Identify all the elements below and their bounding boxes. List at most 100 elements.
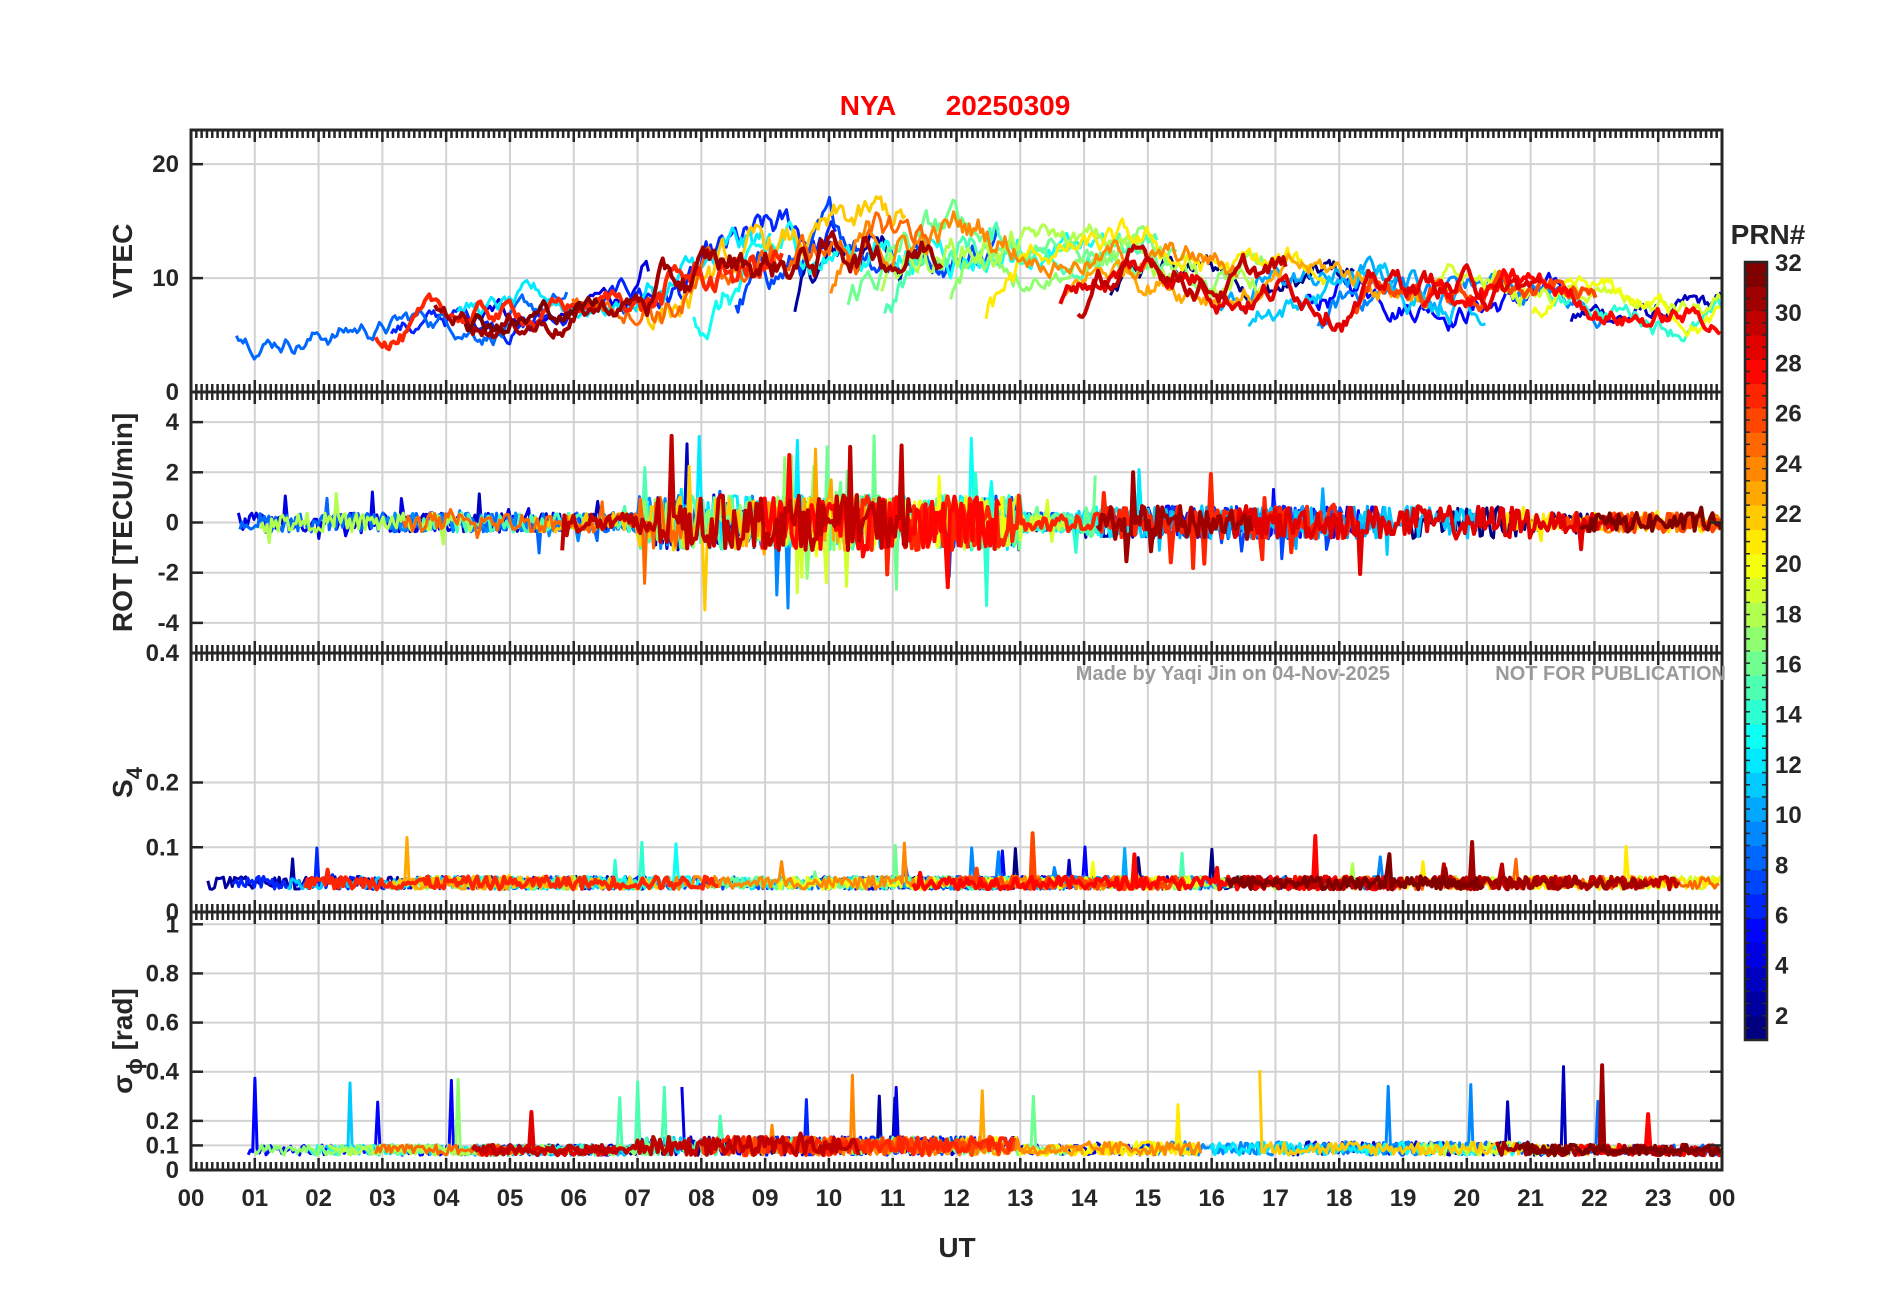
colorbar-segment (1745, 845, 1767, 871)
x-tick-label: 14 (1071, 1185, 1098, 1212)
colorbar-segment (1745, 894, 1767, 919)
panel-vtec-y-axis-label: VTEC (107, 224, 138, 299)
x-tick-label: 13 (1007, 1185, 1034, 1212)
series-prn-29-rot (1228, 504, 1635, 576)
chart-title-station: NYA (840, 90, 897, 121)
x-tick-label: 10 (816, 1185, 843, 1212)
panel-vtec-y-tick-label: 20 (152, 151, 179, 178)
panel-rot-y-tick-label: 0 (166, 510, 179, 537)
x-axis-label: UT (938, 1232, 975, 1263)
x-tick-label: 07 (624, 1185, 651, 1212)
x-tick-label: 21 (1517, 1185, 1544, 1212)
panel-sigma-y-tick-label: 0.4 (146, 1059, 180, 1086)
panel-sigma-y-tick-label: 0 (166, 1157, 179, 1184)
colorbar-segment (1745, 967, 1767, 992)
series-prn-32-s4 (1225, 852, 1485, 892)
colorbar-segment (1745, 918, 1767, 944)
colorbar-segment (1745, 505, 1767, 530)
x-tick-label: 19 (1390, 1185, 1417, 1212)
panel-s4-y-tick-label: 0.4 (146, 640, 180, 667)
panel-vtec-y-tick-label: 0 (166, 379, 179, 406)
x-tick-label: 11 (880, 1185, 905, 1212)
panel-sigma-y-tick-label: 0.2 (146, 1108, 179, 1135)
colorbar-segment (1745, 772, 1767, 798)
x-tick-label: 09 (752, 1185, 779, 1212)
colorbar-segment (1745, 699, 1767, 725)
x-tick-label: 12 (943, 1185, 970, 1212)
series-prn-27-s4 (303, 867, 719, 892)
panel-rot-y-tick-label: 4 (166, 409, 180, 436)
colorbar-tick-label: 14 (1775, 702, 1802, 729)
panel-rot-y-tick-label: 2 (166, 459, 179, 486)
colorbar-segment (1745, 602, 1767, 628)
watermark-right: NOT FOR PUBLICATION (1495, 663, 1726, 685)
colorbar-segment (1745, 626, 1767, 652)
panel-sigma-series (246, 1063, 1722, 1158)
colorbar-segment (1745, 334, 1767, 360)
series-prn-30-sigma (470, 1131, 861, 1158)
series-prn-28-vtec (1421, 268, 1722, 336)
x-tick-label: 18 (1326, 1185, 1353, 1212)
colorbar-tick-label: 32 (1775, 250, 1802, 277)
x-tick-label: 20 (1453, 1185, 1480, 1212)
panel-s4: 0 0.1 0.2 0.4 S4 (107, 640, 1724, 926)
colorbar-segment (1745, 796, 1767, 822)
series-prn-26-vtec (1353, 269, 1598, 315)
colorbar-tick-label: 24 (1775, 451, 1802, 478)
series-prn-24-vtec (829, 210, 1239, 294)
panel-sigma-y-axis-label: σϕ [rad] (107, 988, 147, 1094)
watermark-left: Made by Yaqi Jin on 04-Nov-2025 (1076, 663, 1390, 685)
panel-vtec: 0 10 20 VTEC (107, 128, 1724, 406)
x-tick-label: 03 (369, 1185, 396, 1212)
colorbar-segment (1745, 748, 1767, 774)
panel-s4-y-tick-label: 0.1 (146, 834, 179, 861)
series-prn-12-sigma (1209, 1140, 1364, 1157)
colorbar-tick-label: 16 (1775, 652, 1802, 679)
panel-rot-y-tick-label: -2 (158, 560, 179, 587)
colorbar-segment (1745, 1015, 1767, 1041)
x-tick-label: 16 (1198, 1185, 1225, 1212)
panel-sigma: 00.10.2 0.4 0.6 0.8 1 σϕ [rad] (107, 910, 1724, 1184)
colorbar-tick-label: 12 (1775, 752, 1802, 779)
series-prn-32-rot (1579, 505, 1722, 534)
x-tick-label: 17 (1262, 1185, 1289, 1212)
x-tick-label: 22 (1581, 1185, 1608, 1212)
panel-rot-minor-ticks (189, 392, 1724, 653)
colorbar-tick-label: 28 (1775, 350, 1802, 377)
colorbar-tick-label: 4 (1775, 953, 1789, 980)
colorbar-segment (1745, 480, 1767, 506)
panel-rot-series (236, 433, 1722, 612)
x-tick-label: 15 (1135, 1185, 1162, 1212)
series-prn-10-vtec (1218, 255, 1459, 313)
series-prn-3-vtec (1569, 291, 1722, 324)
colorbar-segment (1745, 869, 1767, 895)
panel-rot: -4 -2 0 2 4 ROT [TECU/min] (107, 390, 1724, 655)
colorbar-tick-label: 10 (1775, 802, 1802, 829)
colorbar-title: PRN# (1731, 219, 1806, 250)
x-tick-label: 05 (497, 1185, 524, 1212)
colorbar-segment (1745, 262, 1767, 287)
panel-rot-y-axis-label: ROT [TECU/min] (107, 413, 138, 632)
colorbar-segment (1745, 359, 1767, 385)
panel-sigma-y-tick-label: 1 (166, 911, 179, 938)
series-prn-24-s4 (666, 841, 1160, 891)
colorbar-tick-label: 18 (1775, 601, 1802, 628)
colorbar-segment (1745, 821, 1767, 846)
colorbar-tick-label: 26 (1775, 401, 1802, 428)
colorbar-segment (1745, 383, 1767, 409)
x-tick-label: 04 (433, 1185, 460, 1212)
colorbar-segment (1745, 432, 1767, 457)
panel-vtec-y-tick-label: 10 (152, 265, 179, 292)
series-prn-28-s4 (911, 834, 1379, 892)
x-tick-label: 02 (305, 1185, 332, 1212)
panel-sigma-minor-ticks (189, 912, 1724, 1172)
panel-sigma-y-tick-label: 0.6 (146, 1010, 179, 1037)
colorbar-segment (1745, 578, 1767, 603)
colorbar-tick-label: 22 (1775, 501, 1802, 528)
colorbar-segment (1745, 942, 1767, 968)
panel-s4-y-tick-label: 0 (166, 899, 179, 926)
colorbar-tick-label: 30 (1775, 300, 1802, 327)
